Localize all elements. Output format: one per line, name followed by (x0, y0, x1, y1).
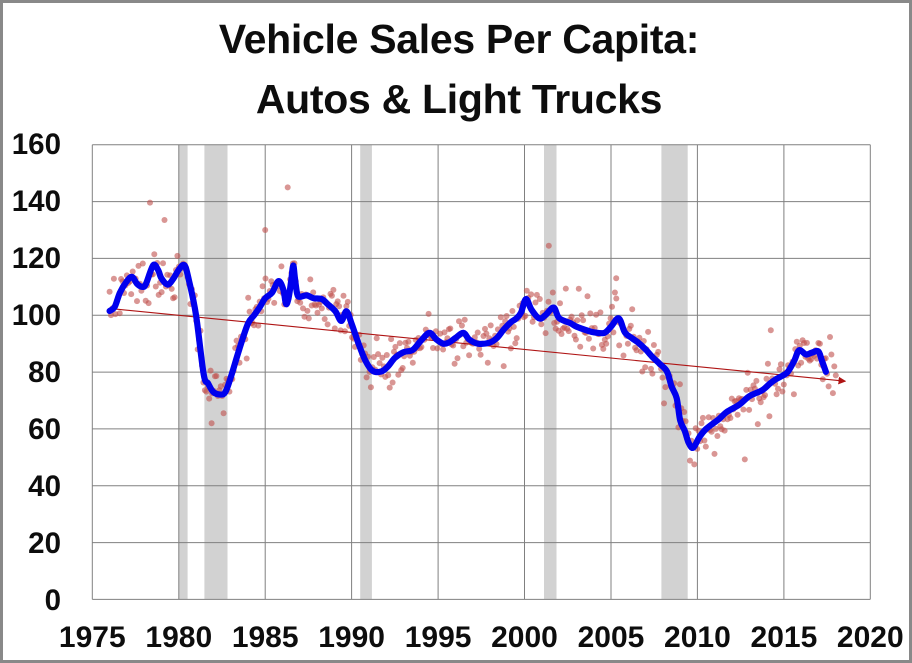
svg-text:2020: 2020 (837, 621, 904, 654)
svg-text:60: 60 (28, 413, 61, 446)
svg-text:120: 120 (12, 242, 61, 275)
svg-text:0: 0 (45, 584, 61, 617)
svg-text:2000: 2000 (491, 621, 558, 654)
svg-text:160: 160 (12, 128, 61, 161)
svg-text:1980: 1980 (145, 621, 212, 654)
svg-text:2005: 2005 (578, 621, 645, 654)
svg-text:140: 140 (12, 185, 61, 218)
svg-text:40: 40 (28, 470, 61, 503)
svg-text:2010: 2010 (664, 621, 731, 654)
svg-text:1995: 1995 (405, 621, 472, 654)
svg-text:1985: 1985 (232, 621, 299, 654)
svg-text:100: 100 (12, 299, 61, 332)
svg-text:20: 20 (28, 527, 61, 560)
svg-text:1975: 1975 (59, 621, 126, 654)
svg-text:80: 80 (28, 356, 61, 389)
svg-text:2015: 2015 (751, 621, 818, 654)
svg-text:1990: 1990 (318, 621, 385, 654)
